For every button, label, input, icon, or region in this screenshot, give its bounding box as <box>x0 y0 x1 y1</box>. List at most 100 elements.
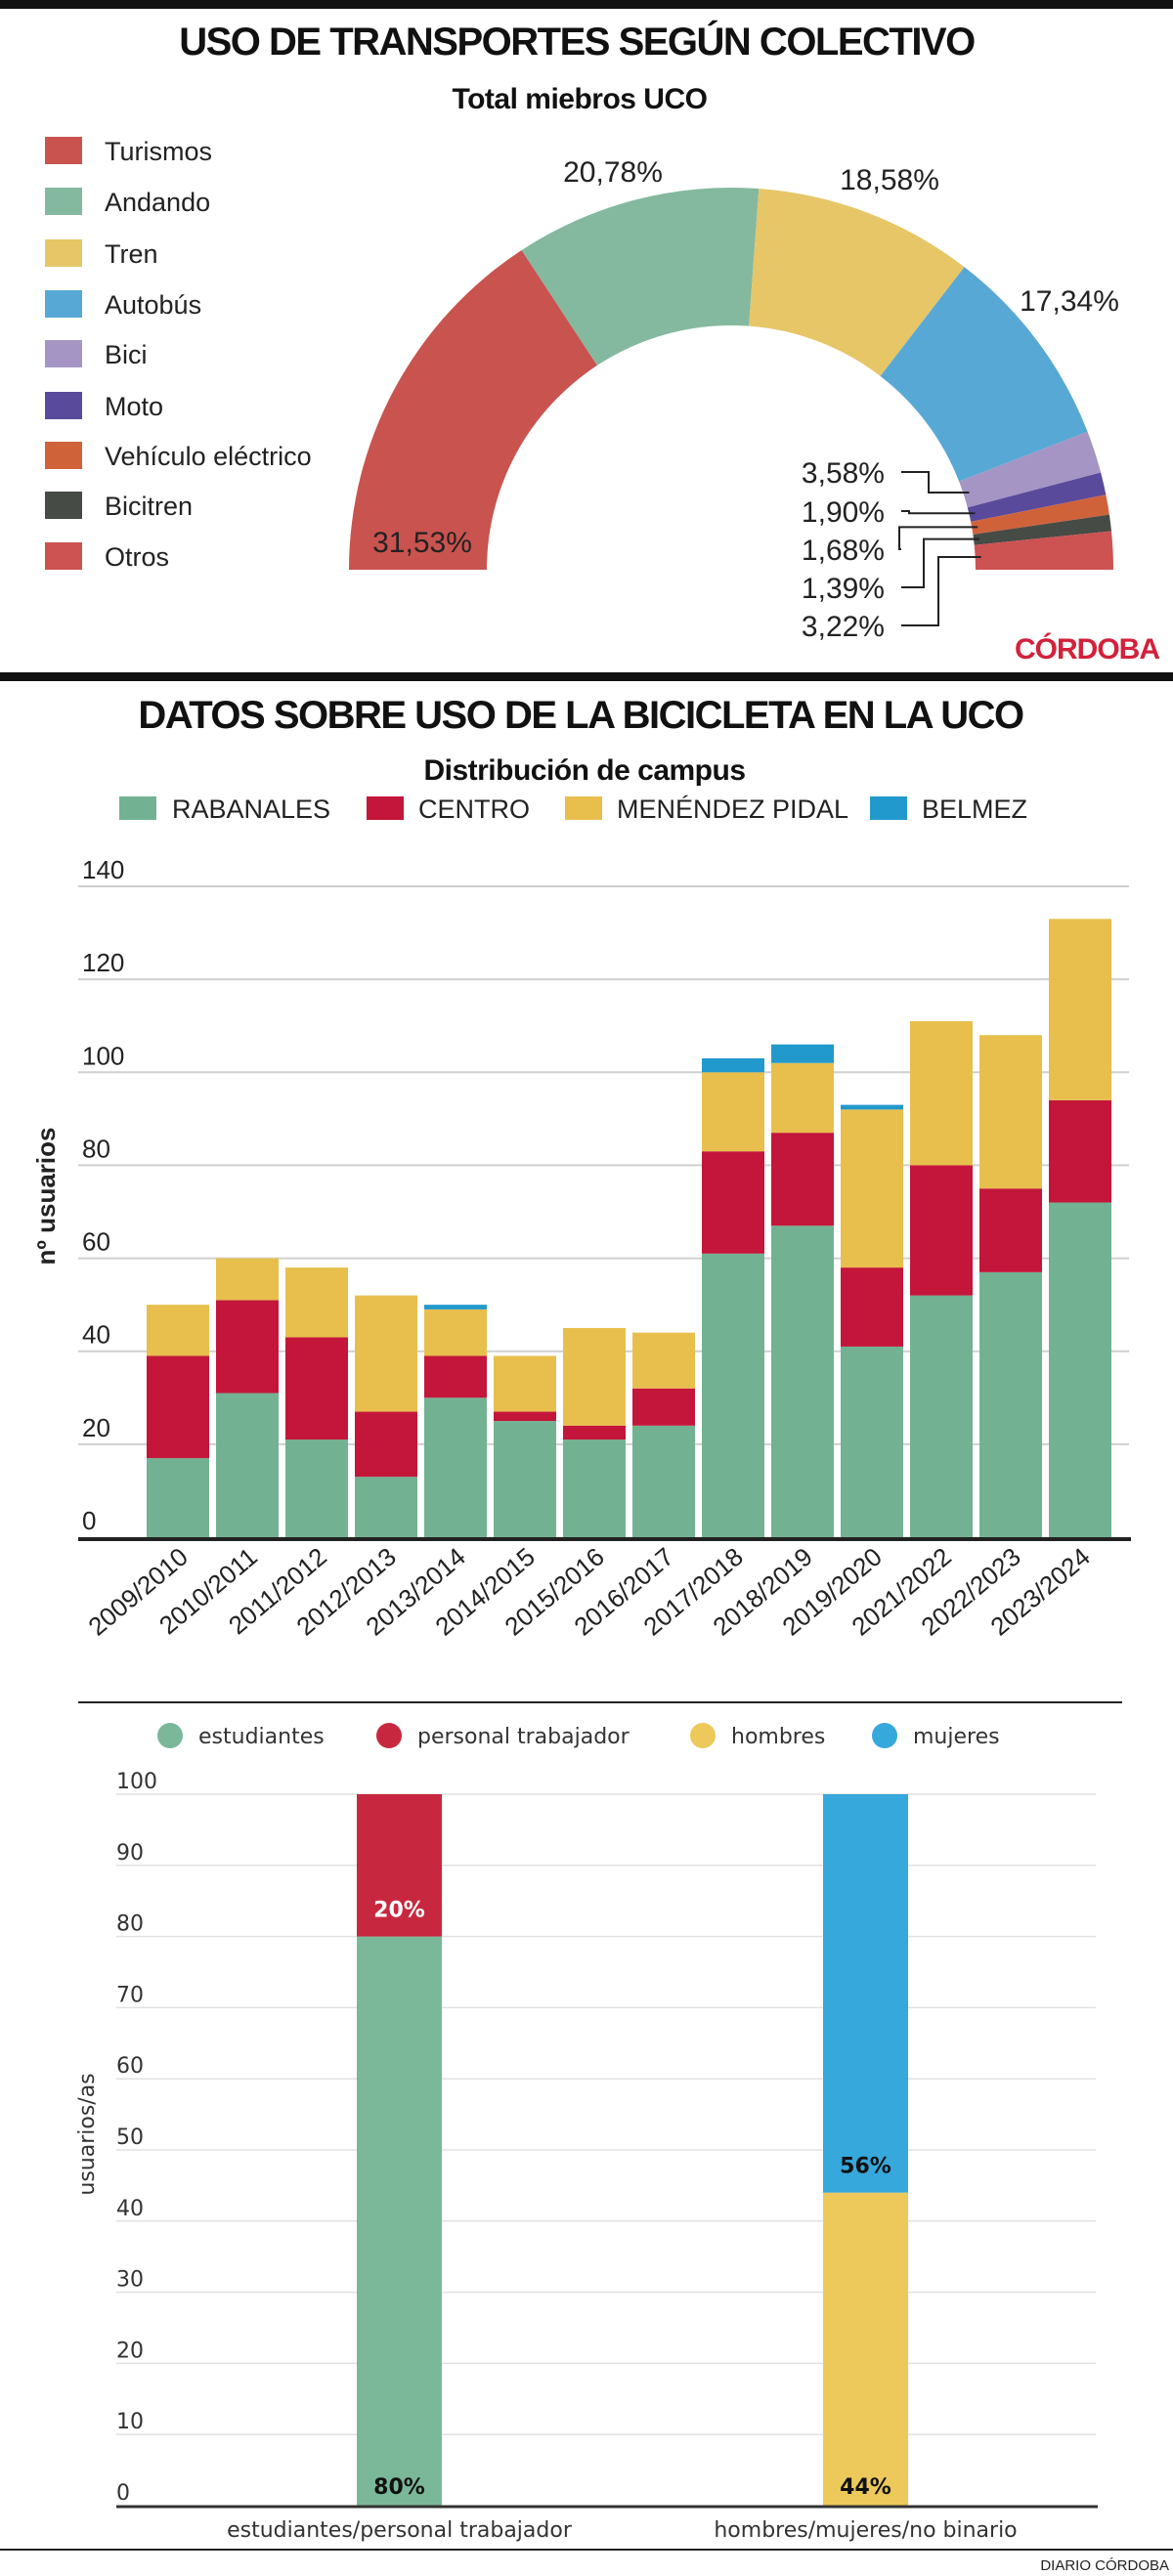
bar-segment-centro <box>771 1133 834 1226</box>
slice-label: 31,53% <box>372 527 472 559</box>
chart2-ylabel: nº usuarios <box>31 1128 61 1266</box>
y-tick-label: 0 <box>116 2481 130 2506</box>
legend-label: Turismos <box>105 137 212 166</box>
slice-bici <box>959 431 1102 508</box>
bar-segment-menéndez-pidal <box>979 1035 1042 1189</box>
bar-segment-rabanales <box>841 1346 903 1537</box>
y-tick-label: 40 <box>116 2197 144 2221</box>
bar-segment-rabanales <box>494 1421 556 1537</box>
bar-segment-centro <box>216 1300 279 1394</box>
legend-label: hombres <box>731 1725 825 1749</box>
leader-line <box>898 526 978 550</box>
y-tick-label: 100 <box>82 1041 124 1070</box>
bar-segment-centro <box>355 1411 417 1478</box>
bar-value-label: 80% <box>373 2475 425 2500</box>
legend-swatch <box>45 137 82 164</box>
legend-swatch <box>565 796 602 820</box>
bar-segment-mujeres <box>823 1794 908 2193</box>
slice-andando <box>521 188 760 365</box>
x-tick-label: estudiantes/personal trabajador <box>227 2518 573 2543</box>
slice-label: 18,58% <box>840 164 939 196</box>
chart3-ylabel: usuarios/as <box>75 2073 100 2195</box>
bar-segment-menéndez-pidal <box>771 1062 834 1134</box>
bar-segment-centro <box>841 1267 903 1347</box>
legend-swatch <box>45 290 82 318</box>
bar-value-label: 44% <box>840 2475 891 2500</box>
bar-segment-personal-trabajador <box>357 1794 442 1937</box>
legend-dot <box>157 1723 183 1748</box>
y-tick-label: 10 <box>116 2410 144 2434</box>
collective-legend: estudiantes personal trabajador hombres muj… <box>157 1723 1000 1749</box>
chart1-title: USO DE TRANSPORTES SEGÚN COLECTIVO <box>179 19 975 64</box>
leader-line <box>901 510 976 515</box>
legend-label: Otros <box>105 542 169 572</box>
x-tick-label: hombres/mujeres/no binario <box>714 2518 1017 2543</box>
bar-segment-menéndez-pidal <box>216 1258 279 1301</box>
bar-segment-menéndez-pidal <box>702 1072 764 1152</box>
bar-segment-menéndez-pidal <box>841 1109 903 1268</box>
slice-label: 1,68% <box>802 535 885 567</box>
slice-label: 3,58% <box>802 457 885 490</box>
bar-segment-centro <box>147 1355 209 1459</box>
y-tick-label: 20 <box>116 2339 144 2363</box>
legend-swatch <box>45 392 82 419</box>
slice-tren <box>749 189 965 376</box>
legend-swatch <box>367 796 404 820</box>
y-tick-label: 80 <box>82 1134 110 1163</box>
slice-vehículo-eléctrico <box>971 494 1109 535</box>
y-tick-label: 80 <box>116 1912 144 1937</box>
legend-label: estudiantes <box>198 1725 325 1749</box>
bar-segment-rabanales <box>216 1393 279 1537</box>
credit: DIARIO CÓRDOBA <box>1040 2557 1169 2574</box>
y-tick-label: 40 <box>82 1320 110 1350</box>
legend-dot <box>872 1723 897 1748</box>
bar-segment-menéndez-pidal <box>1049 919 1111 1100</box>
bar-segment-centro <box>424 1355 487 1398</box>
bar-segment-rabanales <box>355 1477 417 1537</box>
bar-segment-belmez <box>771 1044 834 1063</box>
y-tick-label: 140 <box>82 855 124 884</box>
campus-legend: RABANALES CENTRO MENÉNDEZ PIDAL BELMEZ <box>119 794 1027 824</box>
y-tick-label: 90 <box>116 1841 144 1866</box>
legend-swatch <box>870 796 907 820</box>
slice-label: 3,22% <box>802 611 885 643</box>
legend-swatch <box>45 542 82 570</box>
y-tick-label: 0 <box>82 1506 96 1535</box>
slice-label: 1,90% <box>802 496 885 529</box>
legend-label: RABANALES <box>172 794 330 824</box>
legend-label: Moto <box>105 392 163 421</box>
y-tick-label: 20 <box>82 1413 110 1442</box>
half-donut-chart: 31,53% 20,78% 18,58% 17,34% 3,58% 1,90% 1,68% 1… <box>349 156 1119 643</box>
y-tick-label: 30 <box>116 2268 144 2293</box>
section-divider <box>0 672 1173 681</box>
y-tick-label: 60 <box>82 1227 110 1257</box>
bar-value-label: 56% <box>840 2155 891 2179</box>
bar-segment-rabanales <box>910 1295 973 1537</box>
y-tick-label: 120 <box>82 948 124 977</box>
campus-bar-chart: 0204060801001201402009/20102010/20112011… <box>78 855 1131 1642</box>
bar-segment-menéndez-pidal <box>494 1355 556 1412</box>
slice-moto <box>967 472 1107 522</box>
bar-segment-rabanales <box>702 1253 764 1537</box>
bar-segment-rabanales <box>147 1458 209 1537</box>
slice-bicitren <box>973 514 1112 545</box>
legend-swatch <box>45 492 82 519</box>
chart1-subtitle: Total miebros UCO <box>453 83 708 115</box>
legend-swatch <box>45 239 82 267</box>
bar-value-label: 20% <box>373 1899 425 1923</box>
bar-segment-centro <box>979 1188 1042 1272</box>
y-tick-label: 50 <box>116 2125 144 2150</box>
leader-line <box>901 556 981 626</box>
bar-segment-rabanales <box>563 1439 626 1537</box>
bar-segment-centro <box>1049 1099 1111 1203</box>
slice-label: 17,34% <box>1020 285 1119 318</box>
slice-turismos <box>349 249 597 571</box>
bar-segment-menéndez-pidal <box>563 1327 626 1426</box>
legend-label: Bici <box>105 340 148 369</box>
bar-segment-estudiantes <box>357 1936 442 2506</box>
legend-label: Autobús <box>105 290 201 320</box>
legend-label: mujeres <box>913 1725 1000 1749</box>
chart2-subtitle: Distribución de campus <box>423 754 745 787</box>
bar-segment-menéndez-pidal <box>424 1309 487 1356</box>
